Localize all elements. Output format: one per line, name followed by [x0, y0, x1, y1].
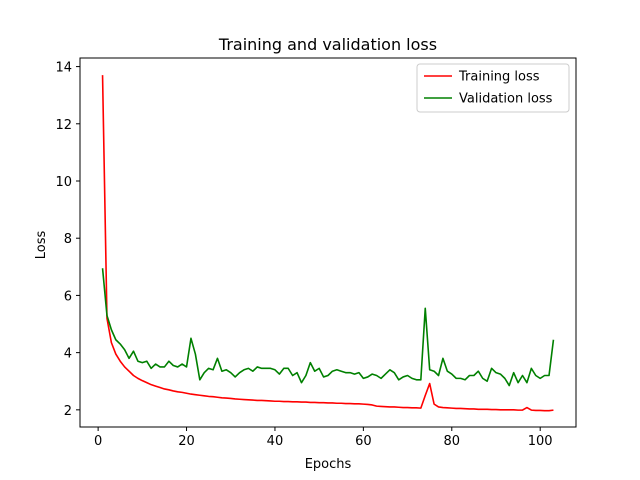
y-tick-label: 8 — [64, 232, 72, 247]
chart-title: Training and validation loss — [218, 35, 437, 54]
y-tick-label: 6 — [64, 289, 72, 304]
series-line-validation-loss — [101, 268, 555, 387]
y-tick-label: 10 — [55, 175, 72, 190]
y-axis-label: Loss — [34, 231, 49, 260]
y-tick-label: 2 — [64, 404, 72, 419]
legend: Training loss Validation loss — [416, 63, 570, 113]
y-tick-label: 4 — [64, 347, 72, 362]
x-tick-label: 20 — [178, 434, 195, 449]
plot-frame — [79, 57, 577, 428]
x-axis: 0 20 40 60 80 100 — [94, 427, 553, 449]
y-tick-label: 14 — [55, 61, 72, 76]
y-axis: 2 4 6 8 10 12 14 — [55, 61, 80, 419]
x-tick-label: 40 — [267, 434, 284, 449]
series-layer — [101, 75, 555, 412]
legend-label-training-loss: Training loss — [458, 70, 540, 85]
plot-area: 0 20 40 60 80 100 2 4 6 8 10 12 14 — [55, 57, 577, 449]
y-tick-label: 12 — [55, 118, 72, 133]
x-tick-label: 60 — [355, 434, 372, 449]
x-tick-label: 0 — [94, 434, 102, 449]
legend-label-validation-loss: Validation loss — [459, 92, 553, 107]
x-tick-label: 80 — [444, 434, 461, 449]
x-tick-label: 100 — [528, 434, 553, 449]
series-line-training-loss — [101, 75, 554, 412]
x-axis-label: Epochs — [305, 457, 352, 472]
legend-box — [416, 63, 570, 113]
